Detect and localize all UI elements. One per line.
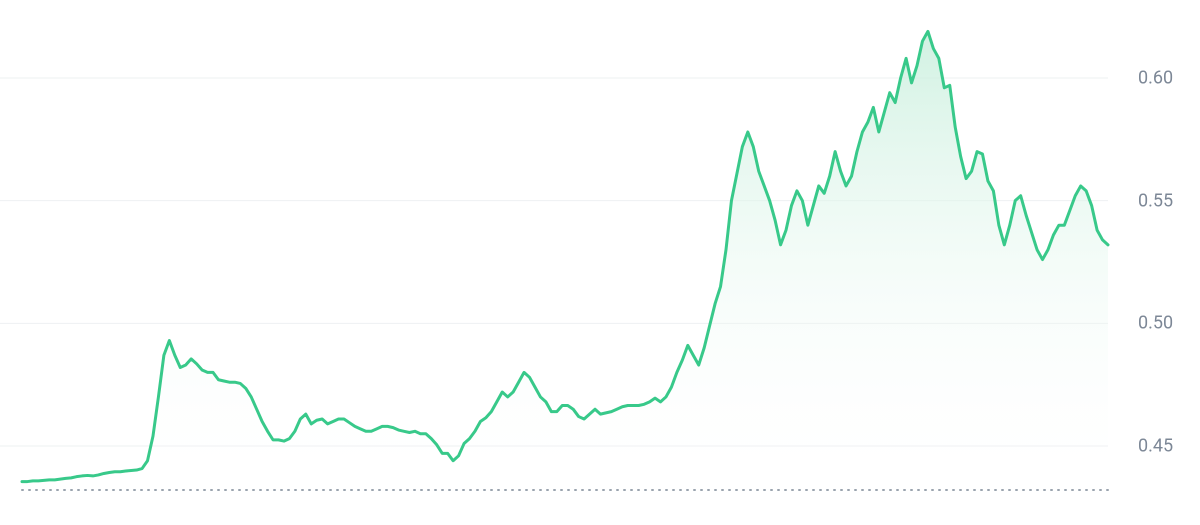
chart-svg bbox=[0, 0, 1200, 525]
y-tick-label: 0.55 bbox=[1138, 190, 1173, 211]
y-tick-label: 0.45 bbox=[1138, 436, 1173, 457]
y-axis: 0.45 0.50 0.55 0.60 bbox=[1126, 0, 1200, 525]
price-area-chart: 0.45 0.50 0.55 0.60 bbox=[0, 0, 1200, 525]
area-fill bbox=[22, 31, 1108, 490]
y-tick-label: 0.50 bbox=[1138, 313, 1173, 334]
y-tick-label: 0.60 bbox=[1138, 68, 1173, 89]
